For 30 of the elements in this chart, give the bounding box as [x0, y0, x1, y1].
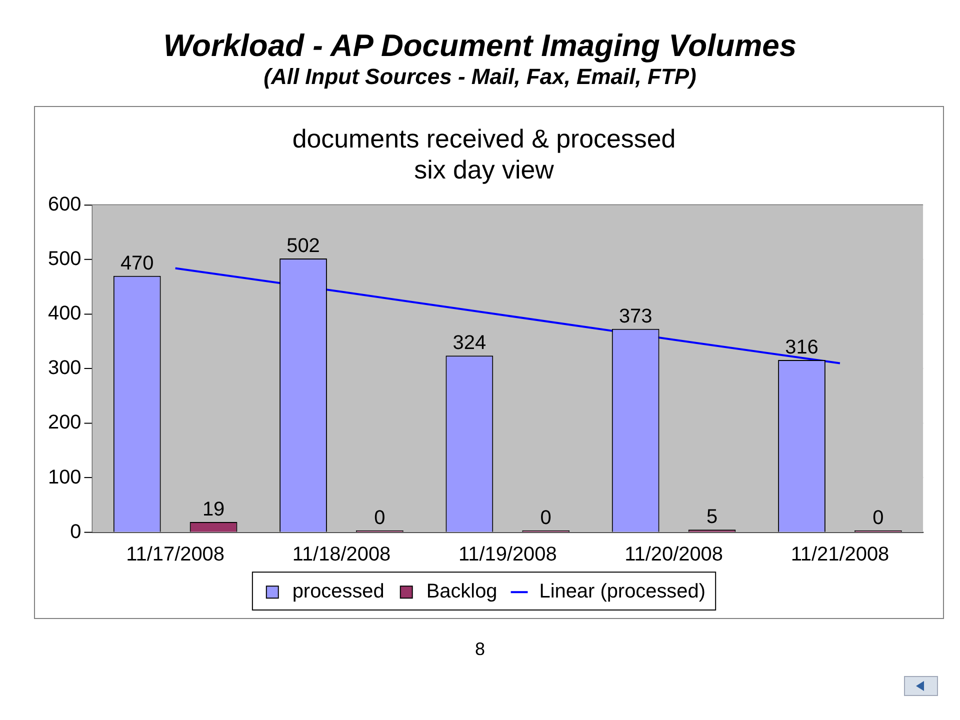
data-label: 0 [540, 506, 552, 529]
x-tick-label: 11/18/2008 [292, 544, 391, 566]
text: documents received & processed [292, 126, 676, 154]
data-label: 19 [202, 498, 225, 521]
chart-title: Workload - AP Document Imaging Volumes [162, 28, 798, 64]
y-tick-label: 0 [70, 520, 82, 543]
data-label: 0 [872, 506, 884, 529]
data-label: 502 [286, 235, 320, 258]
data-label: 373 [618, 305, 652, 328]
text: 8 [474, 639, 486, 660]
y-tick-label: 500 [48, 248, 82, 270]
data-label: 5 [706, 506, 718, 528]
x-tick-label: 11/20/2008 [624, 544, 723, 566]
y-tick-label: 300 [48, 357, 82, 380]
legend-label: Backlog [426, 580, 498, 603]
x-tick-label: 11/19/2008 [458, 544, 557, 566]
data-label: 470 [120, 252, 154, 274]
data-label: 324 [452, 332, 486, 354]
legend-label: Linear (processed) [539, 580, 706, 603]
x-tick-label: 11/17/2008 [126, 544, 224, 566]
y-tick-label: 200 [48, 412, 82, 434]
chart-subtitle: (All Input Sources - Mail, Fax, Email, FTP) [262, 64, 698, 90]
y-tick-label: 400 [48, 302, 82, 325]
data-label: 316 [785, 336, 818, 358]
legend-label: processed [292, 580, 384, 603]
data-label: 0 [374, 506, 386, 529]
y-tick-label: 100 [48, 466, 82, 488]
text: six day view [414, 156, 554, 185]
y-tick-label: 600 [48, 194, 82, 216]
x-tick-label: 11/21/2008 [790, 544, 890, 566]
